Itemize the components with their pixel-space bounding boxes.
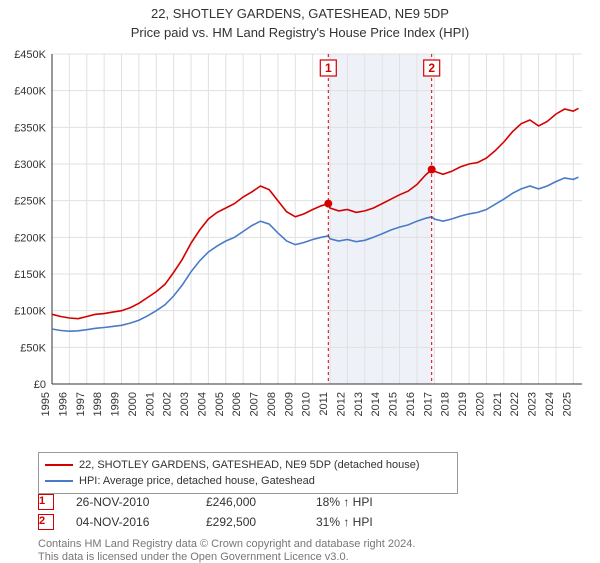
chart-title-address: 22, SHOTLEY GARDENS, GATESHEAD, NE9 5DP <box>0 6 600 21</box>
svg-text:2017: 2017 <box>422 392 434 416</box>
svg-text:£250K: £250K <box>14 196 46 208</box>
svg-text:1998: 1998 <box>92 392 104 416</box>
svg-text:2025: 2025 <box>561 392 573 416</box>
svg-text:£350K: £350K <box>14 122 46 134</box>
svg-text:2004: 2004 <box>196 392 208 416</box>
price-chart-container: 22, SHOTLEY GARDENS, GATESHEAD, NE9 5DP … <box>0 0 600 560</box>
svg-text:2019: 2019 <box>457 392 469 416</box>
svg-text:2008: 2008 <box>266 392 278 416</box>
sale-delta: 18% ↑ HPI <box>316 495 373 509</box>
svg-text:2023: 2023 <box>527 392 539 416</box>
svg-text:1996: 1996 <box>57 392 69 416</box>
sale-date: 26-NOV-2010 <box>76 495 206 509</box>
svg-text:2003: 2003 <box>179 392 191 416</box>
svg-text:£450K: £450K <box>14 49 46 61</box>
sale-row: 1 26-NOV-2010£246,00018% ↑ HPI <box>38 494 373 510</box>
legend-item: HPI: Average price, detached house, Gate… <box>45 473 451 489</box>
svg-text:2024: 2024 <box>544 392 556 416</box>
legend-swatch <box>45 480 73 482</box>
svg-text:2012: 2012 <box>335 392 347 416</box>
svg-text:2018: 2018 <box>440 392 452 416</box>
license-line-1: Contains HM Land Registry data © Crown c… <box>38 538 415 550</box>
chart-plot: £0 £50K £100K £150K £200K £250K £300K £350K £400… <box>0 44 600 444</box>
svg-text:2: 2 <box>428 61 435 75</box>
legend-label: HPI: Average price, detached house, Gate… <box>79 475 315 487</box>
sale-price: £246,000 <box>206 495 316 509</box>
svg-text:£100K: £100K <box>14 306 46 318</box>
svg-text:2009: 2009 <box>283 392 295 416</box>
svg-text:1: 1 <box>325 61 332 75</box>
svg-text:2022: 2022 <box>509 392 521 416</box>
svg-text:1995: 1995 <box>40 392 52 416</box>
svg-text:2002: 2002 <box>162 392 174 416</box>
svg-text:2007: 2007 <box>249 392 261 416</box>
svg-text:2011: 2011 <box>318 392 330 416</box>
svg-text:2015: 2015 <box>388 392 400 416</box>
svg-text:£0: £0 <box>34 379 46 391</box>
svg-text:2006: 2006 <box>231 392 243 416</box>
license-line-2: This data is licensed under the Open Gov… <box>38 551 349 563</box>
svg-text:2020: 2020 <box>474 392 486 416</box>
legend-label: 22, SHOTLEY GARDENS, GATESHEAD, NE9 5DP … <box>79 459 420 471</box>
chart-title-subtitle: Price paid vs. HM Land Registry's House … <box>0 25 600 40</box>
svg-text:£400K: £400K <box>14 86 46 98</box>
svg-text:2013: 2013 <box>353 392 365 416</box>
svg-text:2001: 2001 <box>144 392 156 416</box>
svg-text:2016: 2016 <box>405 392 417 416</box>
svg-text:2021: 2021 <box>492 392 504 416</box>
svg-text:2000: 2000 <box>127 392 139 416</box>
sale-row: 2 04-NOV-2016£292,50031% ↑ HPI <box>38 514 373 530</box>
svg-text:1999: 1999 <box>110 392 122 416</box>
svg-text:2005: 2005 <box>214 392 226 416</box>
svg-text:£200K: £200K <box>14 232 46 244</box>
chart-legend: 22, SHOTLEY GARDENS, GATESHEAD, NE9 5DP … <box>38 452 458 494</box>
svg-text:£150K: £150K <box>14 269 46 281</box>
svg-text:£50K: £50K <box>20 342 46 354</box>
svg-text:2010: 2010 <box>301 392 313 416</box>
sale-marker-icon: 2 <box>38 514 54 530</box>
sale-date: 04-NOV-2016 <box>76 515 206 529</box>
legend-item: 22, SHOTLEY GARDENS, GATESHEAD, NE9 5DP … <box>45 457 451 473</box>
sale-delta: 31% ↑ HPI <box>316 515 373 529</box>
sale-marker-icon: 1 <box>38 494 54 510</box>
svg-text:2014: 2014 <box>370 392 382 416</box>
sale-price: £292,500 <box>206 515 316 529</box>
svg-text:1997: 1997 <box>75 392 87 416</box>
legend-swatch <box>45 464 73 466</box>
svg-text:£300K: £300K <box>14 159 46 171</box>
